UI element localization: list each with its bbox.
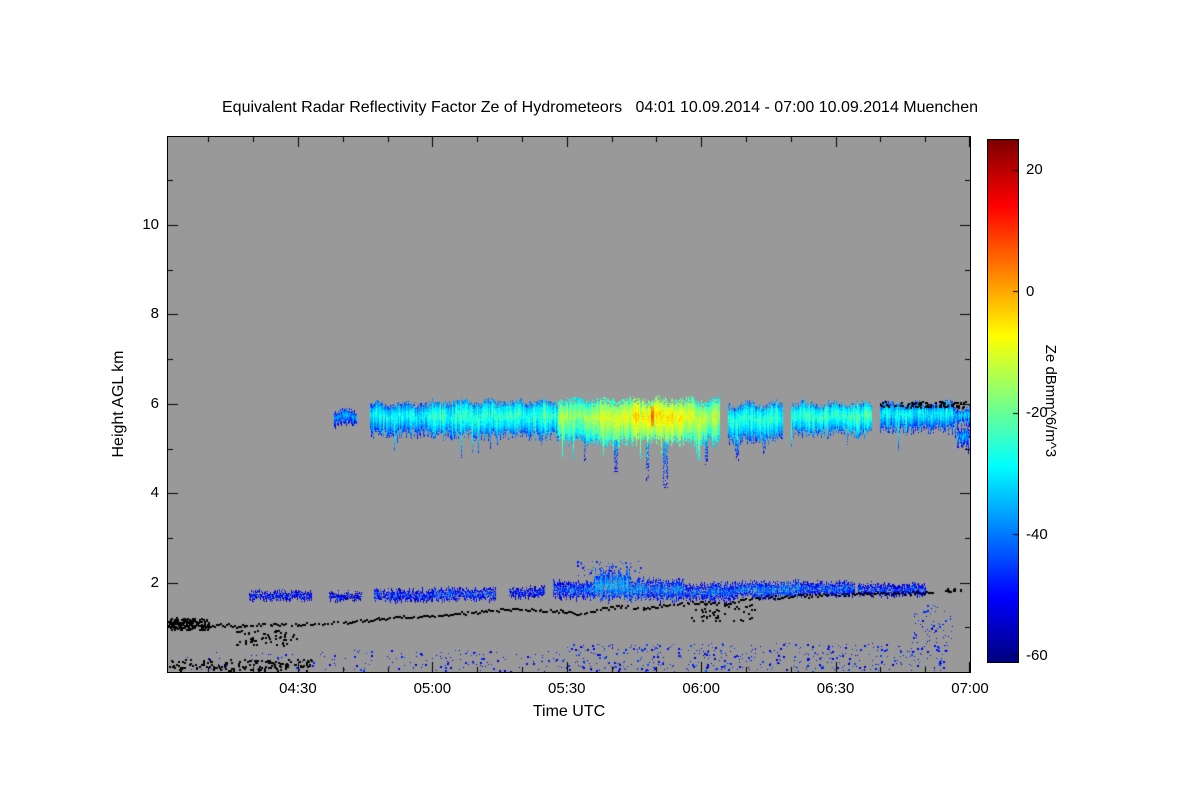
y-tick-label: 6 <box>150 394 159 412</box>
x-tick-label: 07:00 <box>951 680 989 697</box>
reflectivity-heatmap-canvas <box>168 137 970 672</box>
colorbar-tick-label: 0 <box>1026 282 1035 300</box>
y-tick-label: 10 <box>142 216 159 234</box>
x-tick-label: 04:30 <box>279 680 317 697</box>
y-tick-label: 4 <box>150 484 159 502</box>
colorbar-axis-label: Ze dBmm^6/m^3 <box>1042 344 1059 458</box>
colorbar-tick-label: -20 <box>1026 404 1048 422</box>
x-axis-label: Time UTC <box>532 703 606 720</box>
y-tick-label: 2 <box>150 573 159 591</box>
plot-area-frame <box>167 136 971 673</box>
colorbar-gradient-canvas <box>988 140 1018 662</box>
chart-title: Equivalent Radar Reflectivity Factor Ze … <box>222 99 978 116</box>
colorbar-tick-label: -60 <box>1026 646 1048 664</box>
x-tick-label: 06:00 <box>682 680 720 697</box>
x-tick-label: 05:00 <box>413 680 452 697</box>
x-tick-label: 06:30 <box>816 680 855 697</box>
colorbar-tick-label: 20 <box>1026 161 1043 179</box>
y-tick-label: 8 <box>150 305 159 323</box>
x-tick-label: 05:30 <box>547 680 586 697</box>
colorbar-frame <box>987 139 1019 663</box>
colorbar-tick-label: -40 <box>1026 525 1048 543</box>
